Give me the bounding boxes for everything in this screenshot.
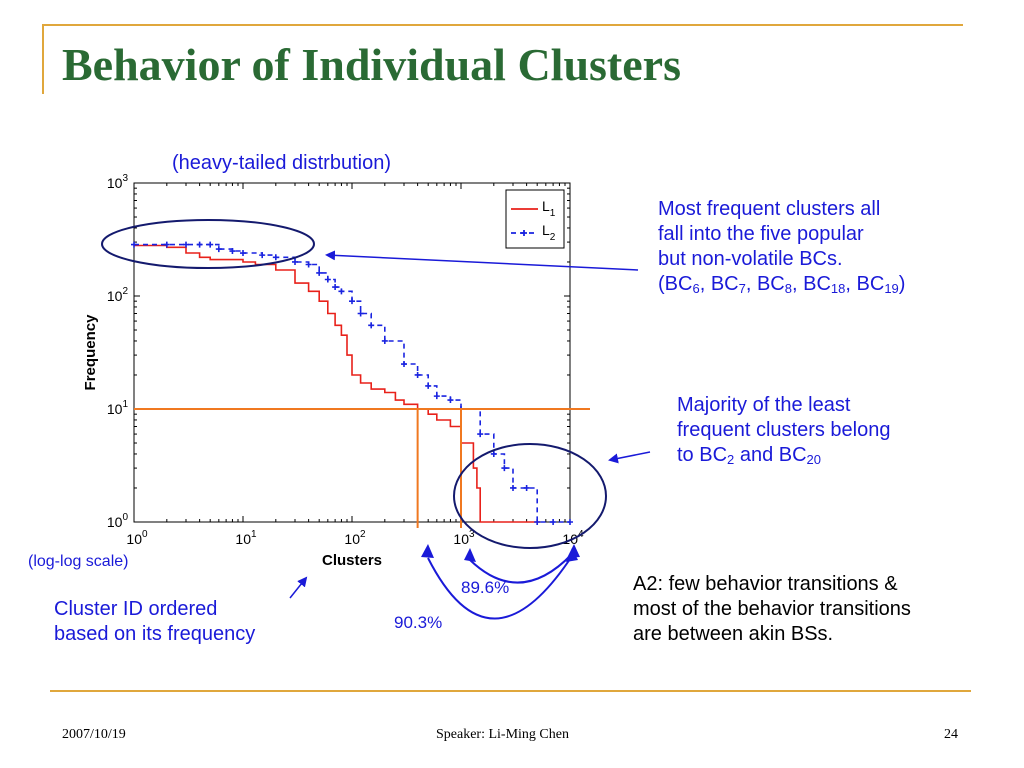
series-point [183, 241, 190, 248]
a2-line-3: are between akin BSs. [633, 623, 834, 645]
x-tick-label: 100 [126, 529, 148, 547]
series-point [523, 484, 530, 491]
series-point [305, 261, 312, 268]
series-point [357, 310, 364, 317]
series-point [324, 276, 331, 283]
least-bc-list: to BC2 and BC20 [677, 444, 822, 467]
cluster-id-note: Cluster ID ordered based on its frequenc… [54, 597, 255, 647]
series-point [414, 371, 421, 378]
series-point [215, 246, 222, 253]
head-ellipse [101, 219, 315, 269]
arc-l1 [427, 555, 573, 620]
arc-l2 [469, 553, 573, 584]
series-point [368, 322, 375, 329]
legend-marker [521, 230, 527, 236]
series-point [196, 241, 203, 248]
series-point [229, 248, 236, 255]
frequent-bc-list: (BC6, BC7, BC8, BC18, BC19) [658, 273, 906, 296]
cluster-arrow [289, 576, 308, 599]
x-tick-label: 102 [344, 529, 366, 547]
arc-l2-head-left [464, 548, 476, 562]
series-point [163, 241, 170, 248]
footer-date: 2007/10/19 [62, 727, 126, 742]
a2-line-2: most of the behavior transitions [633, 598, 911, 620]
y-tick-label: 100 [107, 512, 129, 530]
series-point [381, 337, 388, 344]
series-point [433, 393, 440, 400]
least-frequent-note: Majority of the least frequent clusters … [677, 393, 890, 468]
tail-ellipse [453, 443, 607, 549]
series-point [338, 288, 345, 295]
frequent-line-1: Most frequent clusters all [658, 198, 881, 220]
series-point [501, 465, 508, 472]
footer-page: 24 [944, 727, 958, 742]
left-rule [42, 24, 44, 94]
series-point [272, 254, 279, 261]
series-point [401, 361, 408, 368]
footer-speaker: Speaker: Li-Ming Chen [436, 727, 569, 742]
top-rule [42, 24, 963, 26]
pct-l1-label: 90.3% [394, 613, 443, 632]
legend-label: L2 [542, 222, 556, 243]
series-point [550, 519, 557, 525]
series-point [240, 250, 246, 257]
y-tick-label: 103 [107, 173, 129, 191]
series-point [510, 484, 517, 491]
log-log-note: (log-log scale) [28, 553, 129, 570]
series-point [425, 382, 432, 389]
a2-line-1: A2: few behavior transitions & [633, 573, 898, 595]
series-point [131, 241, 137, 248]
plot-frame [133, 182, 571, 523]
least-line-1: Majority of the least [677, 394, 851, 416]
series-point [490, 450, 497, 457]
series-point [332, 284, 339, 291]
legend-label: L1 [542, 198, 556, 219]
series-point [534, 519, 541, 525]
x-tick-label: 103 [453, 529, 475, 547]
series-point [292, 258, 299, 265]
cluster-line-2: based on its frequency [54, 623, 256, 645]
series-point [259, 252, 266, 259]
x-axis-label: Clusters [322, 552, 382, 569]
least-arrow [608, 451, 651, 464]
series-point [207, 241, 214, 248]
series-point [349, 298, 355, 305]
arc-l1-head-left [421, 544, 434, 558]
y-tick-label: 102 [107, 286, 129, 304]
pct-l2-label: 89.6% [461, 578, 510, 597]
heavy-tailed-note: (heavy-tailed distrbution) [172, 152, 391, 174]
legend-box [505, 189, 565, 249]
bottom-rule [50, 690, 971, 692]
frequent-line-2: fall into the five popular [658, 223, 864, 245]
series-point [316, 269, 323, 276]
frequent-clusters-note: Most frequent clusters all fall into the… [658, 197, 905, 297]
y-axis-label: Frequency [82, 314, 99, 391]
x-tick-label: 101 [235, 529, 257, 547]
series-point [567, 519, 573, 525]
a2-note: A2: few behavior transitions & most of t… [633, 572, 911, 647]
y-tick-label: 101 [107, 399, 129, 417]
cluster-line-1: Cluster ID ordered [54, 598, 218, 620]
slide-title: Behavior of Individual Clusters [62, 39, 681, 90]
series-point [477, 431, 484, 438]
arc-l1-head-right [567, 544, 580, 558]
series-line-l1 [134, 244, 540, 523]
frequent-line-3: but non-volatile BCs. [658, 248, 843, 270]
frequent-arrow [325, 250, 639, 271]
series-point [447, 397, 454, 404]
least-line-2: frequent clusters belong [677, 419, 891, 441]
